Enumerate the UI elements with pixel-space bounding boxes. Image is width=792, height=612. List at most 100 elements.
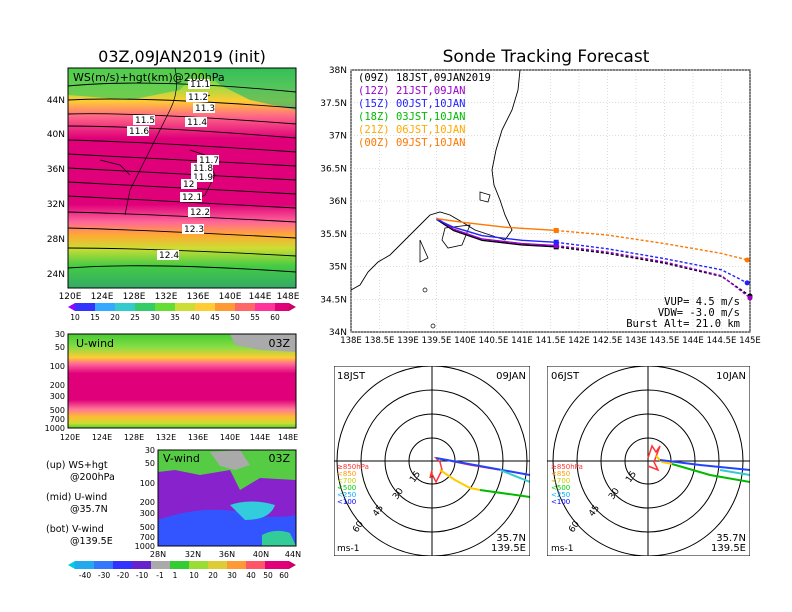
legend-line: @139.5E bbox=[70, 536, 113, 547]
legend-line: (mid) U-wind bbox=[46, 492, 107, 503]
v-wind-cyan bbox=[230, 501, 275, 520]
u-wind-lon-labels: 120E 124E 128E 132E 136E 140E 144E 148E bbox=[60, 433, 298, 442]
lat-label: 32N bbox=[47, 200, 65, 210]
contour-label: 11.6 bbox=[129, 127, 149, 137]
lon-tick-label: 139.5E bbox=[422, 336, 452, 346]
contour-labels: 11.1 11.2 11.3 11.4 11.5 11.6 11.7 11.8 … bbox=[127, 79, 219, 261]
ws-map-green-patch-2 bbox=[200, 68, 296, 110]
colorbar-label: 40 bbox=[246, 571, 256, 580]
lat-label: 40N bbox=[47, 130, 65, 140]
colorbar-label: 30 bbox=[150, 313, 160, 322]
lon-tick-label: 143.5E bbox=[650, 336, 680, 346]
lon-tick-label: 139E bbox=[397, 336, 419, 346]
contour-label-bg bbox=[191, 172, 213, 182]
ws-map-lat-labels: 44N 40N 36N 32N 28N 24N bbox=[47, 96, 65, 280]
u-wind-grey-area bbox=[230, 334, 296, 352]
lat-label: 28N bbox=[47, 235, 65, 245]
track-ascent-line bbox=[436, 217, 557, 232]
landing-point-marker bbox=[744, 280, 750, 286]
lat-label: 24N bbox=[47, 270, 65, 280]
lon-label: 128E bbox=[123, 292, 146, 302]
contour-label-bg bbox=[180, 192, 202, 202]
lat-label: 32N bbox=[185, 550, 201, 559]
contour-label: 11.8 bbox=[193, 164, 213, 174]
legend-text: 21JST,09JAN bbox=[396, 85, 466, 97]
legend-text: 18JST,09JAN2019 bbox=[396, 72, 491, 84]
lon-tick-label: 142E bbox=[568, 336, 590, 346]
contour-label-bg bbox=[157, 250, 179, 260]
colorbar-v: -40 -30 -20 -10 -1 1 10 20 30 40 50 60 bbox=[68, 561, 296, 580]
legend-text: 09JST,10JAN bbox=[396, 137, 466, 149]
p-label: 1000 bbox=[135, 542, 155, 551]
track-ascent-line bbox=[436, 218, 557, 243]
hodo-lon: 139.5E bbox=[711, 543, 746, 554]
contour-label: 12.2 bbox=[190, 208, 210, 218]
colorbar-label: 40 bbox=[190, 313, 200, 322]
lat-label: 44N bbox=[285, 550, 301, 559]
lat-tick-label: 38N bbox=[329, 66, 347, 76]
hodo-trace-cyan bbox=[719, 469, 750, 476]
level-label: ≥850hPa bbox=[337, 463, 369, 471]
p-label: 700 bbox=[140, 533, 155, 542]
hodo-trace-green bbox=[479, 489, 530, 498]
u-wind-time: 03Z bbox=[268, 337, 290, 350]
p-label: 30 bbox=[55, 330, 65, 339]
p-label: 300 bbox=[140, 509, 155, 518]
colorbar-label: 15 bbox=[90, 313, 100, 322]
hodograph-1-levels: ≥850hPa <850 <700 <500 <250 <100 bbox=[337, 463, 369, 506]
lat-label: 36N bbox=[47, 165, 65, 175]
level-label: <500 bbox=[337, 484, 356, 492]
coastline-izu bbox=[419, 239, 429, 263]
u-wind-p-labels: 30 50 100 200 300 500 700 1000 bbox=[45, 330, 65, 433]
level-label: <850 bbox=[551, 470, 570, 478]
contour-label: 11.2 bbox=[188, 93, 208, 103]
colorbar-label: 55 bbox=[250, 313, 260, 322]
p-label: 200 bbox=[50, 381, 65, 390]
hodo-trace-red bbox=[647, 444, 661, 472]
lat-label: 44N bbox=[47, 96, 65, 106]
contour-label: 12.3 bbox=[184, 225, 204, 235]
contour-label-bg bbox=[193, 103, 215, 113]
track-ascent-line bbox=[436, 217, 557, 247]
legend-line: (bot) V-wind bbox=[46, 524, 104, 535]
lon-label: 140E bbox=[219, 292, 242, 302]
hodo-date: 10JAN bbox=[716, 371, 746, 382]
contour-label-bg bbox=[188, 79, 210, 89]
burst-point-marker bbox=[553, 239, 559, 245]
hodograph-2 bbox=[547, 366, 750, 556]
colorbar-label: -40 bbox=[79, 571, 91, 580]
hodo-time: 06JST bbox=[551, 371, 580, 382]
tracking-gridlines bbox=[350, 69, 751, 333]
hodograph-2-levels: ≥850hPa <850 <700 <500 <250 <100 bbox=[551, 463, 583, 506]
lon-label: 120E bbox=[60, 433, 80, 442]
legend-entry-09z: (09Z) 18JST,09JAN2019 bbox=[358, 72, 491, 84]
tracking-lat-labels: 38N 37.5N 37N 36.5N 36N 35.5N 35N 34.5N 34N bbox=[320, 66, 347, 338]
colorbar-label: 35 bbox=[170, 313, 180, 322]
contour-label-bg bbox=[191, 163, 213, 173]
track-descent-line bbox=[556, 241, 748, 284]
vdw-text: VDW= -3.0 m/s bbox=[658, 307, 740, 319]
u-wind-panel: U-wind 03Z bbox=[67, 333, 297, 429]
p-label: 100 bbox=[140, 479, 155, 488]
legend-line: @35.7N bbox=[70, 504, 108, 515]
lon-tick-label: 144E bbox=[682, 336, 704, 346]
v-wind-teal bbox=[262, 530, 296, 546]
v-wind-time: 03Z bbox=[268, 452, 290, 465]
colorbar-label: 10 bbox=[70, 313, 80, 322]
lat-label: 40N bbox=[253, 550, 269, 559]
lon-tick-label: 141E bbox=[511, 336, 533, 346]
lon-tick-label: 145E bbox=[739, 336, 761, 346]
lon-tick-label: 140.5E bbox=[479, 336, 509, 346]
contour-label-bg bbox=[181, 179, 197, 189]
level-label: <700 bbox=[551, 477, 570, 485]
lon-tick-label: 140E bbox=[454, 336, 476, 346]
burst-point-marker bbox=[553, 243, 559, 249]
level-label: <700 bbox=[337, 477, 356, 485]
lon-label: 128E bbox=[124, 433, 144, 442]
level-label: <850 bbox=[337, 470, 356, 478]
lon-label: 136E bbox=[187, 292, 210, 302]
lon-tick-label: 141.5E bbox=[536, 336, 566, 346]
v-wind-panel: V-wind 03Z bbox=[157, 449, 297, 547]
legend-entry-00z: (00Z) 09JST,10JAN bbox=[358, 137, 465, 149]
legend-tag: (21Z) bbox=[358, 124, 390, 136]
